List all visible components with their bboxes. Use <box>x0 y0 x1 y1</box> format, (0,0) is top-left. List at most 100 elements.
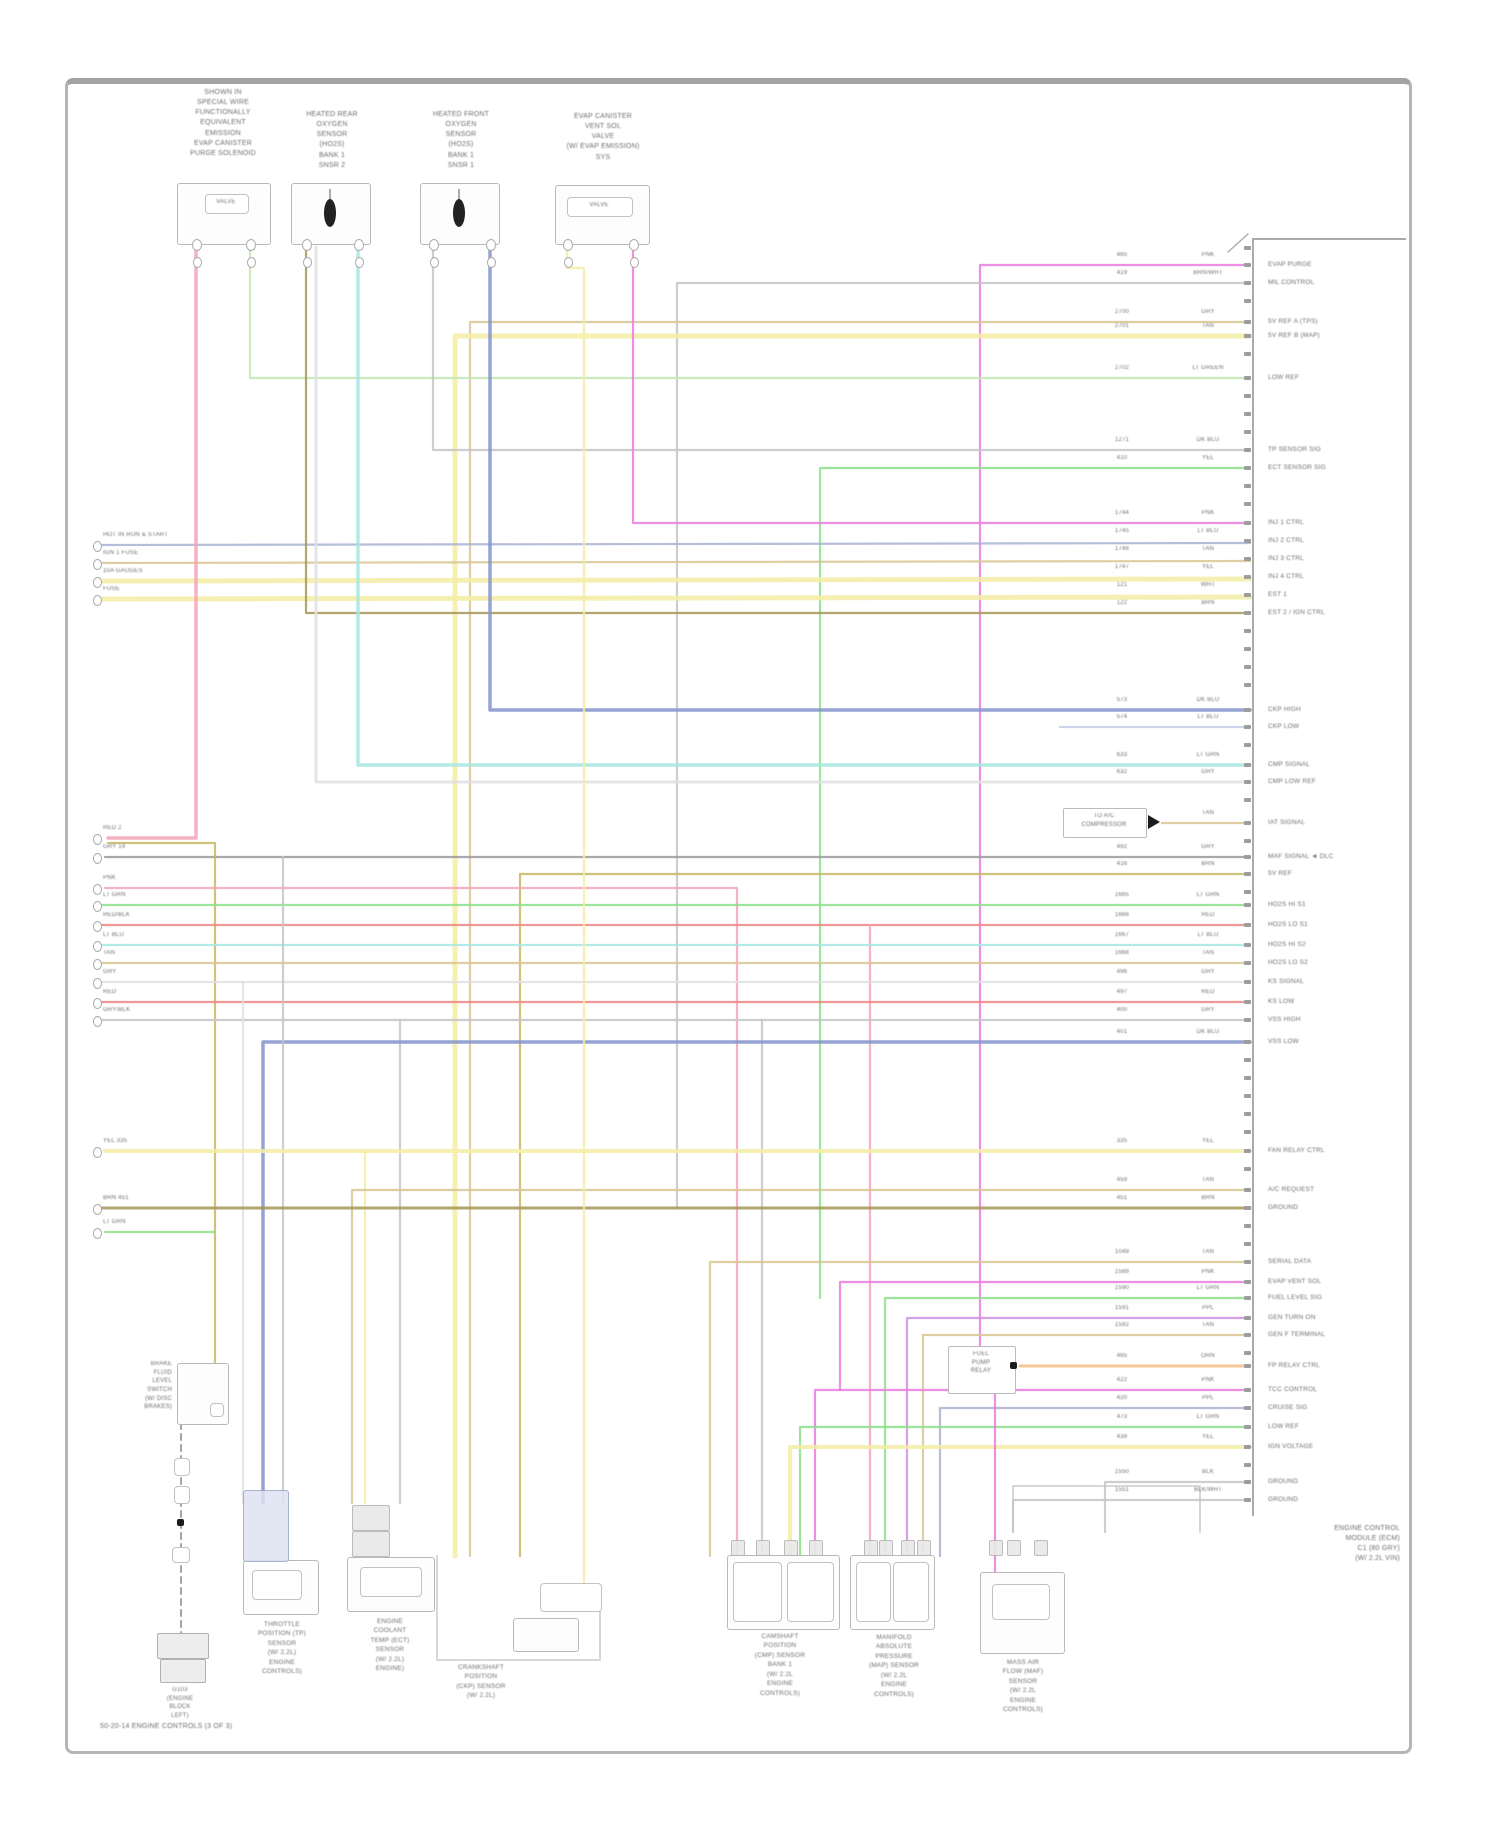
wire-color-chip: LT GRN <box>1196 1414 1220 1420</box>
ecm-pin-tick <box>1244 780 1251 784</box>
ckp-sensor-inner <box>540 1583 602 1612</box>
fuel-pump-relay-note-label: FUEL PUMP RELAY <box>970 1351 992 1375</box>
ecm-pin-label-9: INJ 2 CTRL <box>1268 537 1304 544</box>
ecm-pin-tick <box>1244 1316 1251 1320</box>
wire-color-chip: PNK <box>1201 510 1215 516</box>
ecm-pin-tick <box>1244 1388 1251 1392</box>
top-component-inner-label: VALVE <box>216 199 236 205</box>
wire-color-chip: LT GRN <box>1196 752 1220 758</box>
wire-color-chip: PNK <box>1201 1269 1215 1275</box>
top-component-inner-4 <box>567 197 633 217</box>
ecm-pin-tick <box>1244 539 1251 543</box>
cmp-sensor-terminal-chip <box>784 1540 798 1556</box>
ecm-pin-label-29: FAN RELAY CTRL <box>1268 1147 1325 1154</box>
wire-color-chip: BLK/WHT <box>1193 1487 1223 1493</box>
ecm-pin-label-18: IAT SIGNAL <box>1268 819 1306 826</box>
wire-number-chip: 1747 <box>1114 564 1130 570</box>
component-pin <box>246 239 256 251</box>
map-sensor-caption: MANIFOLD ABSOLUTE PRESSURE (MAP) SENSOR … <box>868 1634 920 1698</box>
ecm-pin-tick <box>1244 299 1251 303</box>
wire-gray <box>675 281 1252 1210</box>
top-component-caption-3: HEATED FRONT OXYGEN SENSOR (HO2S) BANK 1… <box>432 111 490 169</box>
ecm-pin-tick <box>1244 855 1251 859</box>
wire-color-chip: BRN <box>1201 861 1215 867</box>
ecm-pin-label-23: HO2S HI S2 <box>1268 941 1306 948</box>
wire-number-chip: 439 <box>1116 1434 1128 1440</box>
wire-tan <box>468 320 1252 1558</box>
ecm-pin-label-16: CMP SIGNAL <box>1268 761 1310 768</box>
ecm-pin-label-25: KS SIGNAL <box>1268 978 1305 985</box>
ecm-pin-label-4: 5V REF B (MAP) <box>1268 332 1320 339</box>
component-pin <box>563 239 573 251</box>
wire-number-chip: 1589 <box>1114 1269 1130 1275</box>
ecm-pin-label-19: MAF SIGNAL ◄ DLC <box>1268 853 1334 860</box>
ecm-pin-tick <box>1244 448 1251 452</box>
ecm-pin-tick <box>1244 466 1251 470</box>
ecm-pin-label-24: HO2S LO S2 <box>1268 959 1308 966</box>
ecm-pin-tick <box>1244 1094 1251 1098</box>
wire-tan <box>350 1188 1252 1505</box>
ecm-pin-tick <box>1244 1188 1251 1192</box>
inline-connector <box>192 257 202 268</box>
ground-connector <box>160 1659 206 1683</box>
wire-gray <box>436 1555 601 1661</box>
left-stub-pin <box>93 884 102 895</box>
wire-color-chip: BLK <box>1202 1469 1214 1475</box>
component-pin <box>629 239 639 251</box>
ckp-sensor-caption: CRANKSHAFT POSITION (CKP) SENSOR (W/ 2.2… <box>456 1664 506 1700</box>
inline-fuse <box>174 1486 190 1504</box>
left-stub-pin <box>93 998 102 1009</box>
left-stub-pin <box>93 834 102 845</box>
wire-color-chip: BRN/WHT <box>1193 270 1223 276</box>
ecm-pin-label-11: INJ 4 CTRL <box>1268 573 1304 580</box>
left-stub-label-14: GRY/BLK <box>103 1007 131 1013</box>
wire-gray <box>1012 1485 1201 1533</box>
wire-color-chip: LT BLU <box>1197 932 1219 938</box>
ecm-pin-label-36: GEN F TERMINAL <box>1268 1331 1326 1338</box>
ecm-pin-tick <box>1244 923 1251 927</box>
left-stub-pin <box>93 959 102 970</box>
ecm-pin-tick <box>1244 1112 1251 1116</box>
ecm-pin-tick <box>1244 1000 1251 1004</box>
cmp-sensor-caption: CAMSHAFT POSITION (CMP) SENSOR BANK 1 (W… <box>754 1633 806 1697</box>
left-stub-label-17: LT GRN <box>103 1219 126 1225</box>
wire-number-chip: 496 <box>1116 969 1128 975</box>
ecm-pin-label-21: HO2S HI S1 <box>1268 901 1306 908</box>
left-stub-label-11: TAN <box>103 950 116 956</box>
wire-color-chip: GRY <box>1201 1007 1215 1013</box>
wire-magenta <box>978 263 1252 1392</box>
ecm-rail-line <box>1252 238 1254 1516</box>
ecm-pin-label-7: ECT SENSOR SIG <box>1268 464 1326 471</box>
lens-stem <box>329 189 331 199</box>
ecm-pin-tick <box>1244 872 1251 876</box>
wire-color-chip: TAN <box>1201 810 1215 816</box>
wire-number-chip: 473 <box>1116 1414 1128 1420</box>
ecm-pin-tick <box>1244 1242 1251 1246</box>
ecm-pin-label-32: SERIAL DATA <box>1268 1258 1312 1265</box>
wire-color-chip: TAN <box>1201 546 1215 552</box>
sensor-lens-icon <box>453 199 465 227</box>
wire-number-chip: 573 <box>1116 697 1128 703</box>
inline-connector <box>563 257 573 268</box>
ecm-pin-tick <box>1244 263 1251 267</box>
wire-number-chip: 1551 <box>1114 1487 1130 1493</box>
wire-color-chip: PNK <box>1201 1377 1215 1383</box>
ecm-pin-tick <box>1244 647 1251 651</box>
ecm-pin-tick <box>1244 1425 1251 1429</box>
ecm-pin-tick <box>1244 743 1251 747</box>
ecm-pin-tick <box>1244 629 1251 633</box>
cmp-sensor-terminal-chip <box>756 1540 770 1556</box>
map-sensor-terminal-chip <box>901 1540 915 1556</box>
wire-number-chip: 1744 <box>1114 510 1130 516</box>
wire-brightGreen <box>883 1296 1252 1558</box>
ect-sensor-caption: ENGINE COOLANT TEMP (ECT) SENSOR (W/ 2.2… <box>370 1618 410 1673</box>
ground-caption: G103 (ENGINE BLOCK LEFT) <box>166 1687 194 1720</box>
diagram-footer-label: 50-20-14 ENGINE CONTROLS (3 OF 3) <box>100 1723 233 1730</box>
ac-compressor-note <box>1063 808 1147 838</box>
wire-color-chip: RED <box>1201 989 1215 995</box>
wire-color-chip: TAN <box>1201 1322 1215 1328</box>
ecm-pin-tick <box>1244 943 1251 947</box>
ecm-pin-tick <box>1244 763 1251 767</box>
inline-connector <box>302 257 312 268</box>
ecm-pin-tick <box>1244 1206 1251 1210</box>
